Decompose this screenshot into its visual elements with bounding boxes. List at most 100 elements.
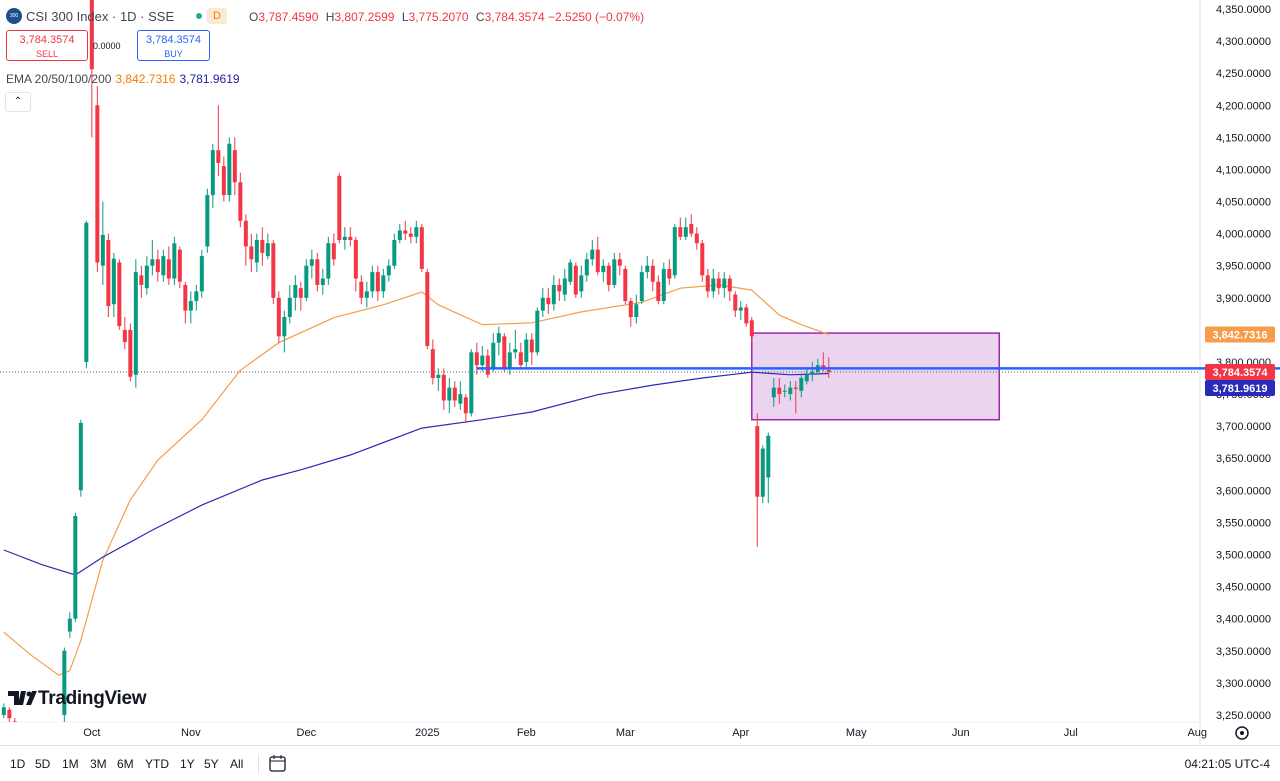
- candle-body: [238, 182, 243, 221]
- candle-body: [315, 259, 320, 285]
- settings-icon[interactable]: [1235, 726, 1249, 740]
- sell-button[interactable]: 3,784.3574 SELL: [6, 30, 88, 61]
- price-tag-label: 3,784.3574: [1212, 367, 1268, 379]
- candle-body: [650, 265, 655, 282]
- indicator-value: 3,842.7316: [115, 72, 176, 86]
- candle-body: [397, 230, 402, 241]
- candle-body: [298, 288, 303, 298]
- candle-body: [777, 387, 782, 395]
- price-tag: [1205, 326, 1275, 343]
- candle-body: [221, 166, 226, 196]
- candle-body: [337, 175, 342, 241]
- candle-body: [106, 240, 111, 307]
- candle-body: [656, 281, 661, 301]
- candle-body: [562, 278, 567, 295]
- range-button[interactable]: 6M: [117, 757, 134, 771]
- candle-body: [645, 265, 650, 273]
- candle-body: [359, 281, 364, 298]
- candle-body: [573, 265, 578, 295]
- indicator-legend[interactable]: EMA 20/50/100/200 3,842.7316 3,781.9619: [6, 72, 240, 86]
- candle-body: [144, 265, 149, 289]
- change: −2.5250 (−0.07%): [548, 10, 645, 24]
- x-tick-label: Nov: [181, 727, 201, 739]
- candle-body: [606, 265, 611, 285]
- candle-body: [348, 236, 353, 241]
- price-tag-label: 3,781.9619: [1212, 383, 1267, 395]
- x-tick-label: Aug: [1187, 727, 1207, 739]
- candle-body: [18, 734, 22, 745]
- candle-body: [128, 329, 133, 377]
- collapse-button[interactable]: ⌃: [5, 92, 31, 112]
- price-tag-label: 3,842.7316: [1212, 330, 1267, 342]
- candle-body: [518, 352, 523, 366]
- range-button[interactable]: 5Y: [204, 757, 219, 771]
- candle-body: [122, 329, 127, 343]
- range-button[interactable]: YTD: [145, 757, 169, 771]
- ohlc-legend: O3,787.4590 H3,807.2599 L3,775.2070 C3,7…: [245, 10, 644, 24]
- axes: 3,250.0000 3,300.0000 3,350.0000 3,400.0000…: [83, 4, 1280, 739]
- x-tick-label: May: [846, 727, 867, 739]
- symbol-title[interactable]: CSI 300 Index · 1D · SSE: [26, 9, 175, 24]
- y-tick-label: 3,300.0000: [1216, 678, 1271, 690]
- candle-body: [331, 243, 336, 260]
- price-tag: [1205, 380, 1275, 397]
- candle-body: [810, 371, 815, 375]
- candle-body: [155, 259, 160, 273]
- x-tick-label: Dec: [297, 727, 317, 739]
- candle-body: [546, 297, 551, 305]
- candle-body: [463, 397, 468, 414]
- candle-body: [502, 336, 507, 369]
- candle-body: [513, 349, 518, 353]
- x-tick-label: 2025: [415, 727, 439, 739]
- range-button[interactable]: 1M: [62, 757, 79, 771]
- y-tick-label: 3,700.0000: [1216, 421, 1271, 433]
- candle-body: [161, 256, 166, 276]
- candle-body: [826, 370, 831, 373]
- candle-body: [595, 249, 600, 273]
- y-tick-label: 4,200.0000: [1216, 100, 1271, 112]
- candle-body: [293, 284, 298, 298]
- candle-body: [342, 236, 347, 241]
- x-tick-label: Feb: [517, 727, 536, 739]
- candle-body: [67, 618, 72, 632]
- plot-area: [0, 0, 1200, 745]
- candle-body: [243, 220, 248, 247]
- candle-body: [584, 259, 589, 276]
- buy-label: BUY: [164, 49, 183, 59]
- ohlc-value: 3,775.2070: [408, 10, 469, 24]
- x-tick-label: Mar: [616, 727, 635, 739]
- x-tick-label: Oct: [83, 727, 100, 739]
- range-button[interactable]: 1Y: [180, 757, 195, 771]
- candle-body: [788, 387, 793, 395]
- candle-body: [529, 339, 534, 353]
- candle-body: [540, 297, 545, 311]
- candle-body: [441, 374, 446, 401]
- y-tick-label: 3,950.0000: [1216, 261, 1271, 273]
- chart: 3,250.0000 3,300.0000 3,350.0000 3,400.0000…: [0, 0, 1280, 745]
- candle-body: [403, 230, 408, 234]
- clock[interactable]: 04:21:05 UTC-4: [1184, 757, 1270, 771]
- candle-body: [205, 195, 210, 247]
- candle-body: [639, 272, 644, 301]
- candle-body: [821, 365, 826, 369]
- range-button[interactable]: 5D: [35, 757, 51, 771]
- candle-body: [485, 355, 490, 375]
- y-tick-label: 3,650.0000: [1216, 453, 1271, 465]
- y-tick-label: 4,050.0000: [1216, 197, 1271, 209]
- candle-body: [436, 374, 441, 379]
- range-button[interactable]: 1D: [10, 757, 26, 771]
- y-tick-label: 4,150.0000: [1216, 132, 1271, 144]
- range-button[interactable]: All: [230, 757, 244, 771]
- candle-body: [496, 333, 501, 343]
- ohlc-key: O: [249, 10, 259, 24]
- candle-body: [689, 223, 694, 234]
- candle-body: [111, 258, 116, 305]
- y-tick-label: 4,100.0000: [1216, 164, 1271, 176]
- range-button[interactable]: 3M: [90, 757, 107, 771]
- y-tick-label: 4,300.0000: [1216, 36, 1271, 48]
- candle-body: [480, 355, 485, 366]
- date-range-icon[interactable]: [268, 754, 288, 774]
- rectangle-drawing: [751, 332, 1001, 421]
- buy-button[interactable]: 3,784.3574 BUY: [137, 30, 210, 61]
